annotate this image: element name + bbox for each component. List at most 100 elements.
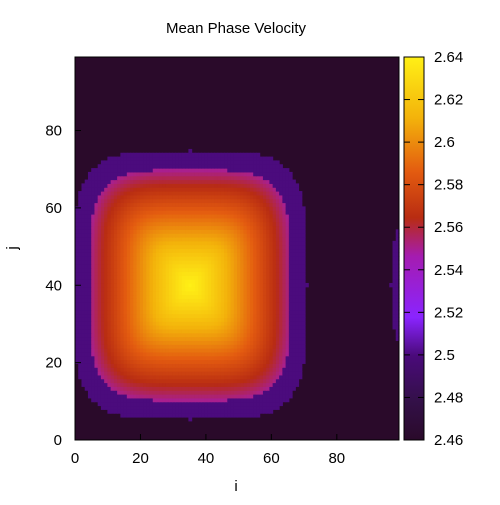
heatmap-cell	[94, 252, 99, 257]
heatmap-cell	[159, 279, 164, 284]
heatmap-cell	[188, 367, 193, 372]
heatmap-cell	[191, 275, 196, 280]
heatmap-cell	[220, 202, 225, 207]
heatmap-cell	[110, 164, 115, 169]
heatmap-cell	[100, 164, 105, 169]
heatmap-cell	[230, 309, 235, 315]
heatmap-cell	[123, 409, 128, 414]
heatmap-cell	[87, 363, 92, 368]
heatmap-cell	[107, 210, 112, 215]
heatmap-cell	[259, 336, 264, 341]
heatmap-cell	[168, 382, 173, 387]
heatmap-cell	[279, 237, 283, 242]
heatmap-cell	[149, 279, 154, 284]
heatmap-cell	[104, 183, 108, 188]
heatmap-cell	[224, 175, 228, 181]
heatmap-cell	[191, 152, 196, 158]
heatmap-cell	[149, 183, 154, 188]
heatmap-cell	[133, 267, 138, 273]
heatmap-cell	[249, 171, 254, 177]
heatmap-cell	[97, 221, 102, 227]
heatmap-cell	[249, 359, 254, 364]
heatmap-cell	[285, 344, 290, 349]
heatmap-cell	[185, 187, 189, 192]
heatmap-cell	[178, 175, 183, 181]
heatmap-cell	[288, 229, 293, 234]
heatmap-cell	[133, 252, 138, 257]
heatmap-cell	[279, 194, 283, 200]
heatmap-cell	[181, 382, 186, 387]
heatmap-cell	[275, 282, 280, 288]
heatmap-cell	[220, 302, 225, 307]
heatmap-cell	[201, 405, 206, 410]
heatmap-cell	[139, 286, 144, 292]
heatmap-cell	[94, 275, 99, 280]
heatmap-cell	[249, 210, 254, 215]
heatmap-cell	[117, 248, 121, 253]
heatmap-cell	[162, 198, 167, 204]
heatmap-cell	[285, 248, 290, 253]
heatmap-cell	[237, 168, 241, 173]
heatmap-cell	[224, 328, 228, 334]
heatmap-cell	[178, 256, 183, 261]
heatmap-cell	[262, 340, 267, 345]
heatmap-cell	[91, 336, 95, 341]
heatmap-cell	[152, 317, 157, 322]
heatmap-cell	[100, 390, 105, 395]
heatmap-cell	[159, 344, 164, 349]
heatmap-cell	[117, 275, 121, 280]
heatmap-cell	[172, 371, 176, 376]
heatmap-cell	[207, 340, 212, 345]
heatmap-cell	[78, 267, 83, 273]
heatmap-cell	[185, 221, 189, 227]
heatmap-cell	[288, 317, 293, 322]
heatmap-cell	[220, 271, 225, 276]
heatmap-cell	[262, 363, 267, 368]
heatmap-cell	[133, 233, 138, 238]
heatmap-cell	[139, 217, 144, 223]
heatmap-cell	[91, 305, 95, 311]
heatmap-cell	[240, 152, 245, 158]
heatmap-cell	[172, 309, 176, 315]
heatmap-cell	[84, 202, 89, 207]
heatmap-cell	[298, 248, 303, 253]
heatmap-cell	[188, 413, 193, 418]
heatmap-cell	[243, 225, 248, 230]
heatmap-cell	[395, 321, 400, 326]
heatmap-cell	[201, 294, 206, 299]
heatmap-cell	[172, 321, 176, 326]
heatmap-cell	[123, 328, 128, 334]
heatmap-cell	[240, 371, 245, 376]
heatmap-cell	[272, 332, 277, 338]
heatmap-cell	[262, 267, 267, 273]
heatmap-cell	[279, 263, 283, 269]
heatmap-cell	[113, 401, 118, 407]
heatmap-cell	[113, 267, 118, 273]
heatmap-cell	[233, 248, 238, 253]
heatmap-cell	[117, 175, 121, 181]
heatmap-cell	[288, 282, 293, 288]
heatmap-cell	[78, 351, 83, 357]
heatmap-cell	[194, 302, 199, 307]
heatmap-cell	[146, 394, 151, 399]
heatmap-cell	[198, 194, 202, 200]
heatmap-cell	[207, 225, 212, 230]
heatmap-cell	[168, 305, 173, 311]
heatmap-cell	[198, 348, 202, 353]
heatmap-cell	[139, 164, 144, 169]
heatmap-cell	[288, 271, 293, 276]
heatmap-cell	[139, 156, 144, 161]
heatmap-cell	[81, 328, 86, 334]
heatmap-cell	[172, 351, 176, 357]
heatmap-cell	[188, 259, 193, 265]
heatmap-cell	[91, 386, 95, 391]
heatmap-cell	[191, 394, 196, 399]
heatmap-cell	[94, 374, 99, 380]
heatmap-cell	[156, 202, 160, 207]
heatmap-cell	[220, 206, 225, 211]
heatmap-cell	[224, 229, 228, 234]
heatmap-cell	[201, 286, 206, 292]
heatmap-cell	[159, 340, 164, 345]
heatmap-cell	[168, 279, 173, 284]
heatmap-cell	[130, 191, 134, 196]
